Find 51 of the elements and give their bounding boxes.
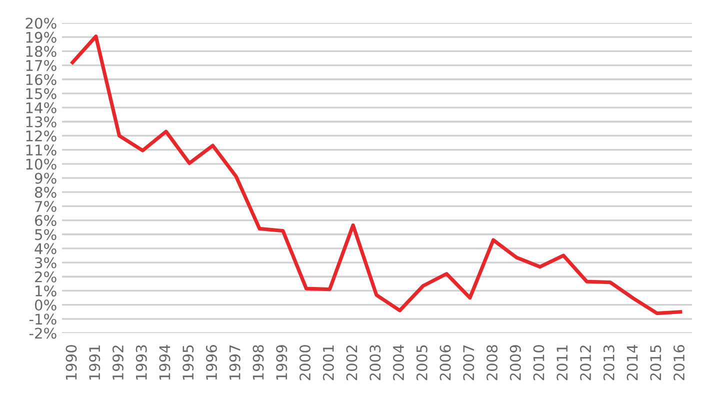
y-tick-label: 4% xyxy=(34,243,56,254)
x-tick-label: 1999 xyxy=(276,345,288,380)
y-tick-label: 5% xyxy=(35,229,56,240)
y-tick-label: 14% xyxy=(26,102,56,114)
y-tick-label: 15% xyxy=(26,88,56,100)
y-tick-label: 10% xyxy=(26,158,56,170)
x-tick-label: 2010 xyxy=(533,345,544,380)
x-tick-label: 2003 xyxy=(370,345,381,380)
x-tick-label: 2016 xyxy=(674,345,685,380)
x-tick-label: 2013 xyxy=(603,345,614,380)
x-tick-label: 2005 xyxy=(416,345,428,380)
x-tick-label: 2001 xyxy=(322,345,334,380)
x-tick-label: 2014 xyxy=(626,344,638,380)
x-tick-label: 1996 xyxy=(206,345,218,380)
line-series xyxy=(70,34,682,316)
x-tick-label: 2006 xyxy=(440,345,451,380)
y-tick-label: 7% xyxy=(35,200,56,212)
y-tick-label: 19% xyxy=(26,32,56,43)
x-tick-label: 2009 xyxy=(510,345,521,380)
x-tick-label: 2007 xyxy=(463,345,474,380)
y-tick-label: 11% xyxy=(26,144,56,156)
y-tick-label: 6% xyxy=(35,214,56,226)
y-tick-label: 9% xyxy=(34,172,56,184)
y-tick-label: 3% xyxy=(35,257,56,268)
x-tick-label: 1998 xyxy=(252,345,264,380)
y-tick-label: 12% xyxy=(26,130,56,142)
y-tick-label: 17% xyxy=(26,60,56,72)
y-tick-label: 18% xyxy=(26,46,56,57)
x-tick-label: 1994 xyxy=(159,344,170,380)
y-tick-label: 8% xyxy=(34,186,56,198)
x-tick-label: 1992 xyxy=(112,346,124,380)
x-tick-label: 2000 xyxy=(299,345,311,380)
y-tick-label: 1% xyxy=(36,285,56,296)
x-tick-label: 2011 xyxy=(556,345,568,380)
x-tick-label: 1991 xyxy=(89,345,100,380)
y-tick-label: 2% xyxy=(35,271,56,282)
x-tick-label: 2004 xyxy=(392,344,404,380)
x-tick-label: 2012 xyxy=(580,346,592,380)
y-tick-label: -1% xyxy=(29,314,56,325)
x-tick-label: 2015 xyxy=(650,345,662,380)
x-tick-label: 1997 xyxy=(229,345,240,380)
y-tick-label: 0% xyxy=(34,300,56,311)
x-tick-label: 1990 xyxy=(66,345,77,380)
x-tick-label: 2008 xyxy=(486,345,498,380)
x-tick-label: 1993 xyxy=(136,345,147,380)
x-tick-label: 2002 xyxy=(346,346,358,380)
y-tick-label: 13% xyxy=(26,116,56,128)
y-tick-label: 16% xyxy=(26,74,56,86)
y-tick-label: 20% xyxy=(26,18,56,29)
x-tick-label: 1995 xyxy=(182,345,194,380)
y-tick-label: -2% xyxy=(29,328,56,339)
